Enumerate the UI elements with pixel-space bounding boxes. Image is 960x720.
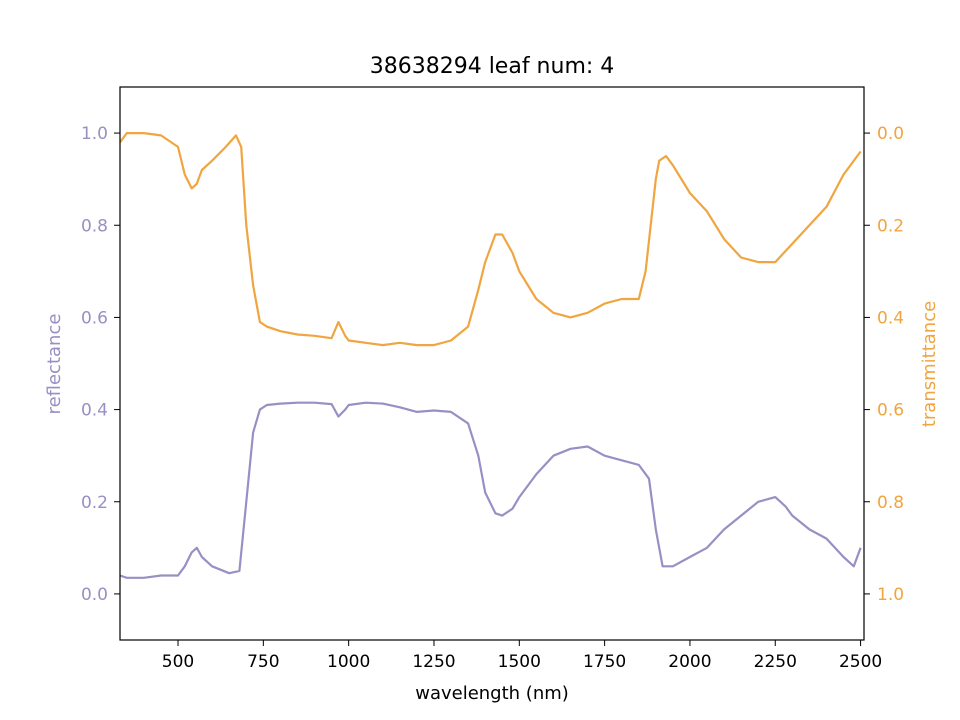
- left-tick-label: 0.2: [81, 493, 108, 513]
- x-tick-label: 2000: [668, 652, 711, 672]
- left-tick-label: 0.4: [81, 401, 108, 421]
- right-y-axis: 0.0 0.2 0.4 0.6 0.8 1.0: [864, 124, 904, 605]
- chart-title: 38638294 leaf num: 4: [370, 54, 615, 79]
- left-y-axis: 0.0 0.2 0.4 0.6 0.8 1.0: [81, 124, 120, 605]
- right-tick-label: 0.4: [877, 308, 904, 328]
- left-tick-label: 0.0: [81, 585, 108, 605]
- series-layer: [119, 132, 862, 579]
- right-tick-label: 0.2: [877, 216, 904, 236]
- right-axis-label: transmittance: [919, 301, 940, 427]
- reflectance-line: [119, 401, 862, 579]
- left-tick-label: 1.0: [81, 124, 108, 144]
- x-axis-label: wavelength (nm): [415, 683, 569, 704]
- x-tick-label: 1000: [327, 652, 370, 672]
- right-tick-label: 0.0: [877, 124, 904, 144]
- x-tick-label: 2250: [754, 652, 797, 672]
- x-axis: 500 750 1000 1250 1500 1750 2000 2250 2500: [162, 640, 882, 672]
- right-tick-label: 0.6: [877, 401, 904, 421]
- x-tick-label: 500: [162, 652, 194, 672]
- left-axis-label: reflectance: [44, 314, 65, 415]
- plot-frame: [119, 86, 865, 641]
- x-tick-label: 1750: [583, 652, 626, 672]
- x-tick-label: 2500: [839, 652, 882, 672]
- x-tick-label: 1250: [412, 652, 455, 672]
- transmittance-line: [119, 132, 862, 347]
- x-tick-label: 750: [247, 652, 279, 672]
- x-tick-label: 1500: [498, 652, 541, 672]
- left-tick-label: 0.8: [81, 216, 108, 236]
- left-tick-label: 0.6: [81, 308, 108, 328]
- right-tick-label: 0.8: [877, 493, 904, 513]
- right-tick-label: 1.0: [877, 585, 904, 605]
